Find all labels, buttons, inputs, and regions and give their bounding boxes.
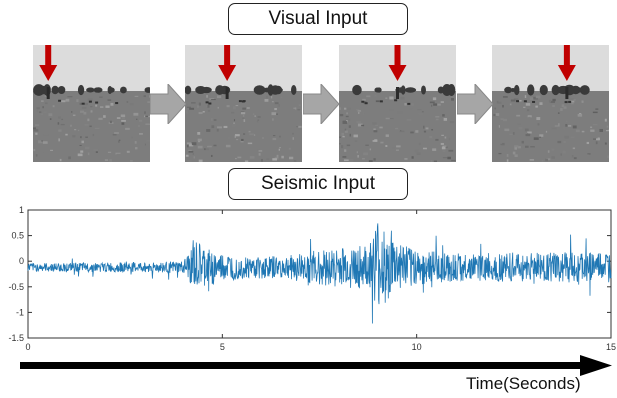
red-marker-arrow	[557, 45, 576, 81]
visual-input-label: Visual Input	[228, 3, 408, 35]
video-frame-2	[185, 45, 302, 162]
y-tick-label: -1	[16, 307, 24, 317]
flow-arrow-3	[457, 84, 493, 124]
y-tick-label: 0.5	[11, 231, 24, 241]
video-frame-3	[339, 45, 456, 162]
x-tick-label: 10	[412, 342, 422, 352]
time-axis-label: Time(Seconds)	[466, 374, 581, 393]
person-figure	[46, 87, 50, 99]
flow-arrow-1	[150, 84, 186, 124]
video-frame-4	[492, 45, 609, 162]
red-marker-arrow	[218, 45, 237, 81]
visual-input-text: Visual Input	[268, 8, 368, 29]
y-tick-label: -0.5	[8, 282, 24, 292]
frame-image	[492, 45, 609, 162]
y-tick-label: -1.5	[8, 333, 24, 343]
seismic-chart: 0 5 10 15 1 0.5 0 -0.5 -1 -1.5	[8, 205, 616, 352]
x-tick-label: 15	[606, 342, 616, 352]
red-marker-arrow	[388, 45, 407, 81]
time-arrow	[20, 355, 612, 376]
video-frame-1	[33, 45, 150, 162]
y-tick-label: 1	[19, 205, 24, 215]
frame-image	[185, 45, 302, 162]
seismic-signal-line	[27, 223, 612, 324]
y-tick-label: 0	[19, 256, 24, 266]
person-figure	[565, 87, 569, 99]
person-figure	[396, 87, 399, 99]
x-tick-label: 5	[220, 342, 225, 352]
axis-ticks: 0 5 10 15 1 0.5 0 -0.5 -1 -1.5	[8, 205, 616, 352]
frame-image	[339, 45, 456, 162]
x-tick-label: 0	[25, 342, 30, 352]
red-marker-arrow	[39, 45, 58, 81]
flow-arrow-2	[303, 84, 339, 124]
frame-image	[33, 45, 150, 162]
seismic-input-text: Seismic Input	[260, 173, 376, 194]
person-figure	[225, 87, 229, 99]
seismic-input-label: Seismic Input	[228, 168, 408, 200]
